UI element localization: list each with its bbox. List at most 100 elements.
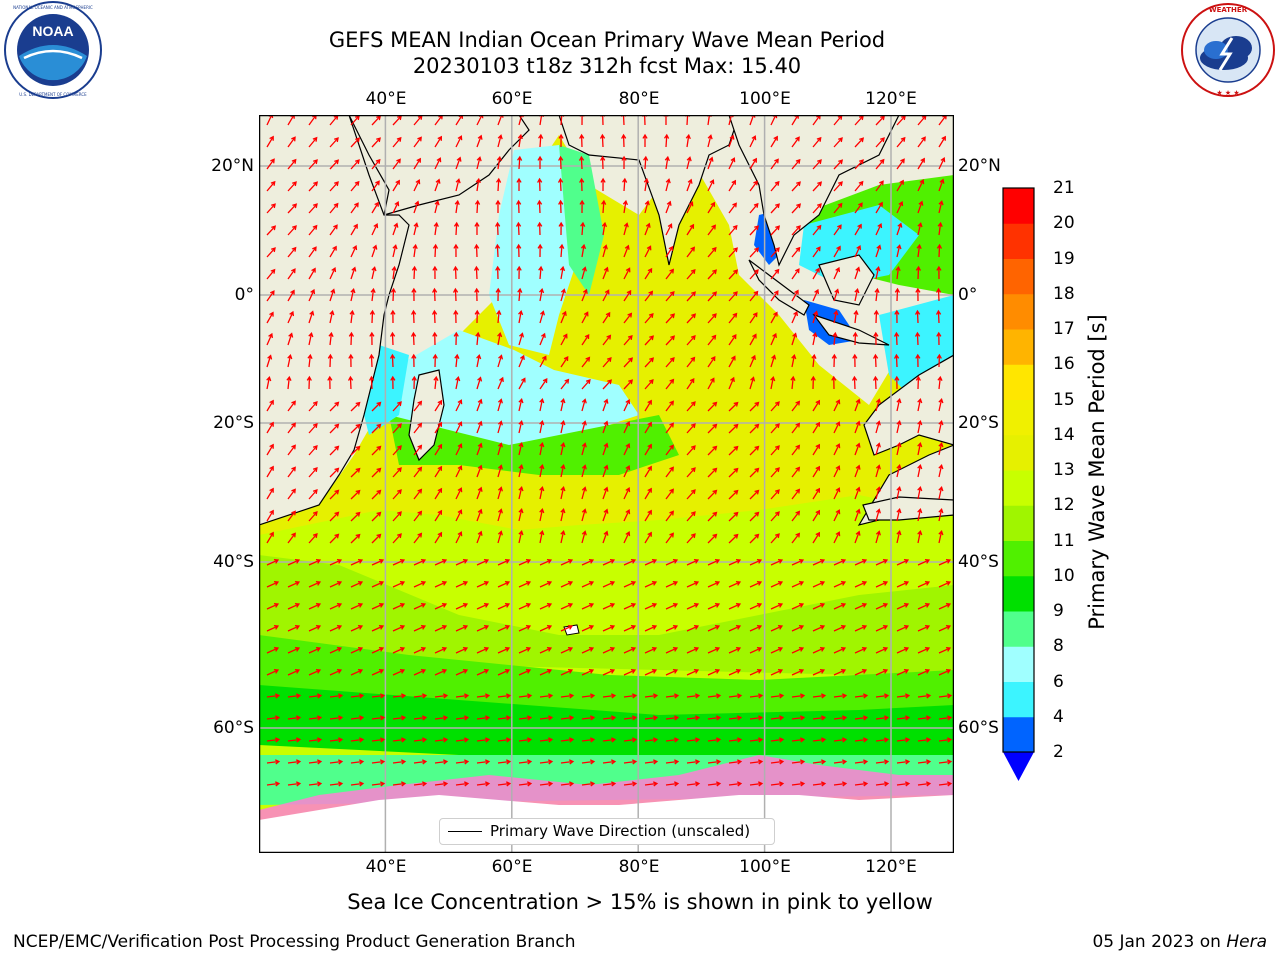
wave-arrow	[770, 332, 777, 346]
wave-arrow	[833, 310, 839, 324]
southern-lime-band	[259, 555, 954, 675]
wave-arrow	[516, 243, 522, 258]
wave-arrow	[686, 533, 696, 544]
wave-arrow	[308, 423, 318, 434]
wave-arrow	[791, 737, 806, 743]
wave-arrow	[875, 715, 890, 721]
wave-arrow	[329, 781, 344, 787]
lat-tick-left: 20°S	[213, 413, 254, 433]
wave-arrow	[537, 221, 543, 236]
colorbar-tick-label: 9	[1053, 601, 1064, 621]
wave-arrow	[539, 693, 554, 699]
colorbar-tick-label: 11	[1053, 530, 1075, 551]
wave-arrow	[833, 531, 841, 544]
wave-arrow	[770, 247, 780, 258]
wave-arrow	[915, 265, 922, 280]
wave-arrow	[749, 467, 760, 478]
wave-arrow	[371, 401, 382, 412]
wave-arrow	[455, 715, 470, 721]
australia-north	[863, 354, 954, 456]
wave-arrow	[455, 509, 463, 522]
wave-arrow	[580, 221, 586, 236]
wave-arrow	[896, 530, 902, 544]
wave-arrow	[602, 646, 616, 654]
wave-arrow	[917, 179, 925, 192]
wave-arrow	[476, 646, 490, 654]
wave-arrow	[350, 489, 361, 500]
wave-arrow	[581, 420, 587, 434]
wave-arrow	[368, 353, 375, 368]
wave-arrow	[686, 223, 695, 236]
wave-arrow	[557, 177, 564, 192]
wave-arrow	[266, 602, 280, 610]
wave-arrow	[497, 646, 511, 654]
wave-arrow	[266, 580, 280, 588]
wave-arrow	[392, 511, 402, 522]
wave-arrow	[581, 759, 596, 765]
wave-arrow	[329, 202, 339, 214]
wave-arrow	[749, 668, 763, 676]
wave-arrow	[350, 445, 361, 456]
wave-arrow	[707, 624, 721, 632]
wave-arrow	[623, 399, 631, 412]
wave-arrow	[707, 646, 721, 654]
wave-arrow	[896, 602, 910, 610]
noaa-logo: NOAA NATIONAL OCEANIC AND ATMOSPHERIC U.…	[4, 1, 102, 99]
wave-arrow	[497, 530, 503, 544]
wave-arrow	[833, 465, 841, 478]
wave-arrow	[266, 135, 274, 148]
wave-arrow	[539, 668, 553, 676]
wave-arrow	[560, 737, 575, 743]
wave-arrow	[350, 668, 364, 676]
wave-arrow	[623, 379, 634, 390]
wave-arrow	[728, 533, 739, 544]
wave-arrow	[854, 693, 869, 699]
wave-arrow	[665, 715, 680, 721]
wave-arrow	[938, 715, 953, 721]
wave-arrow	[770, 375, 776, 390]
colorbar-segment	[1003, 716, 1034, 753]
wave-arrow	[602, 624, 616, 632]
wave-arrow	[749, 247, 760, 258]
wave-arrow	[728, 624, 742, 632]
wave-arrow	[665, 759, 680, 765]
wave-arrow	[749, 759, 764, 765]
wave-arrow	[308, 624, 322, 632]
wave-arrow	[812, 224, 822, 236]
wave-arrow	[350, 511, 361, 522]
wave-arrow	[728, 580, 742, 588]
wave-arrow	[266, 180, 276, 192]
wave-arrow	[497, 580, 511, 588]
wave-arrow	[455, 558, 469, 566]
wave-arrow	[854, 202, 863, 214]
wave-arrow	[307, 353, 313, 368]
wave-arrow	[833, 159, 844, 170]
wave-arrow	[474, 243, 480, 258]
wave-arrow	[266, 290, 275, 302]
wave-arrow	[623, 693, 638, 699]
wave-arrow	[665, 646, 679, 654]
wave-arrow	[476, 693, 491, 699]
wave-arrow	[812, 332, 818, 346]
wave-arrow	[287, 646, 301, 654]
wave-arrow	[434, 737, 449, 743]
wave-arrow	[665, 580, 679, 588]
wave-arrow	[833, 487, 841, 500]
wave-arrow	[308, 203, 318, 214]
lon-tick-top: 60°E	[491, 89, 533, 109]
wave-arrow	[558, 155, 564, 170]
wave-arrow	[496, 309, 502, 324]
wave-arrow	[581, 530, 587, 544]
wave-arrow	[371, 489, 382, 500]
wave-arrow	[791, 268, 800, 280]
wave-arrow	[791, 353, 797, 368]
wave-arrow	[875, 398, 881, 412]
wave-arrow	[558, 199, 564, 214]
wave-arrow	[749, 333, 757, 346]
colorbar-tick-label: 8	[1053, 636, 1064, 657]
wave-arrow	[623, 646, 637, 654]
wave-arrow	[893, 331, 900, 346]
wave-arrow	[581, 693, 596, 699]
wave-arrow	[833, 224, 842, 236]
colorbar-segment	[1003, 329, 1034, 365]
